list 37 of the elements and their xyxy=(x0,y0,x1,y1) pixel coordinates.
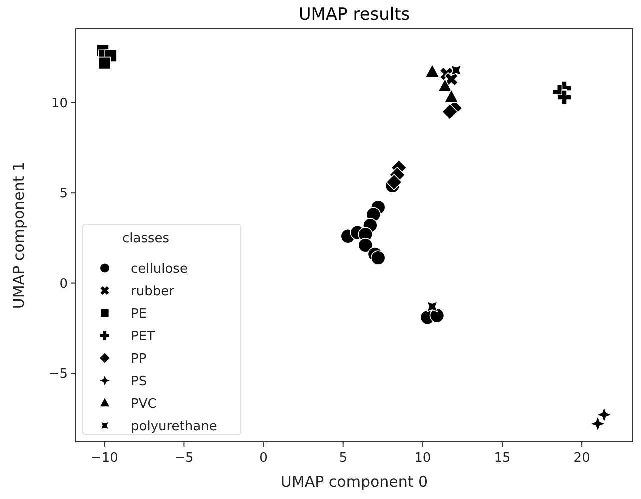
x-axis-title: UMAP component 0 xyxy=(280,473,428,491)
legend-label: PP xyxy=(131,352,147,367)
point xyxy=(557,90,572,105)
legend-label: PVC xyxy=(131,396,157,412)
x-tick-label: −10 xyxy=(90,451,118,466)
point xyxy=(450,64,462,76)
x-tick-label: 15 xyxy=(494,451,511,466)
legend-title: classes xyxy=(122,232,170,246)
legend-label: PS xyxy=(131,374,148,390)
y-tick-label: 5 xyxy=(60,186,68,202)
point xyxy=(98,56,111,70)
x-tick-label: 5 xyxy=(339,451,348,466)
point xyxy=(426,301,438,312)
point xyxy=(430,308,445,324)
legend-label: PE xyxy=(131,306,148,322)
legend-label: cellulose xyxy=(131,262,188,277)
x-tick-label: 10 xyxy=(414,451,432,466)
point xyxy=(370,250,386,266)
x-tick-label: −5 xyxy=(174,451,194,466)
point xyxy=(596,406,612,424)
point xyxy=(444,89,459,104)
point xyxy=(386,174,402,190)
point xyxy=(438,78,453,92)
point xyxy=(425,64,440,78)
chart-title: UMAP results xyxy=(298,5,410,25)
point xyxy=(358,238,374,253)
legend-label: polyurethane xyxy=(131,419,218,434)
y-axis-title: UMAP component 1 xyxy=(10,162,28,310)
point xyxy=(590,416,606,432)
y-tick-label: 10 xyxy=(51,96,68,112)
y-tick-label: −5 xyxy=(48,367,68,382)
legend-label: rubber xyxy=(131,284,176,300)
legend-label: PET xyxy=(131,329,156,344)
point xyxy=(442,104,458,120)
x-tick-label: 20 xyxy=(574,451,590,466)
y-tick-label: 0 xyxy=(60,276,68,292)
x-tick-label: 0 xyxy=(260,451,268,466)
